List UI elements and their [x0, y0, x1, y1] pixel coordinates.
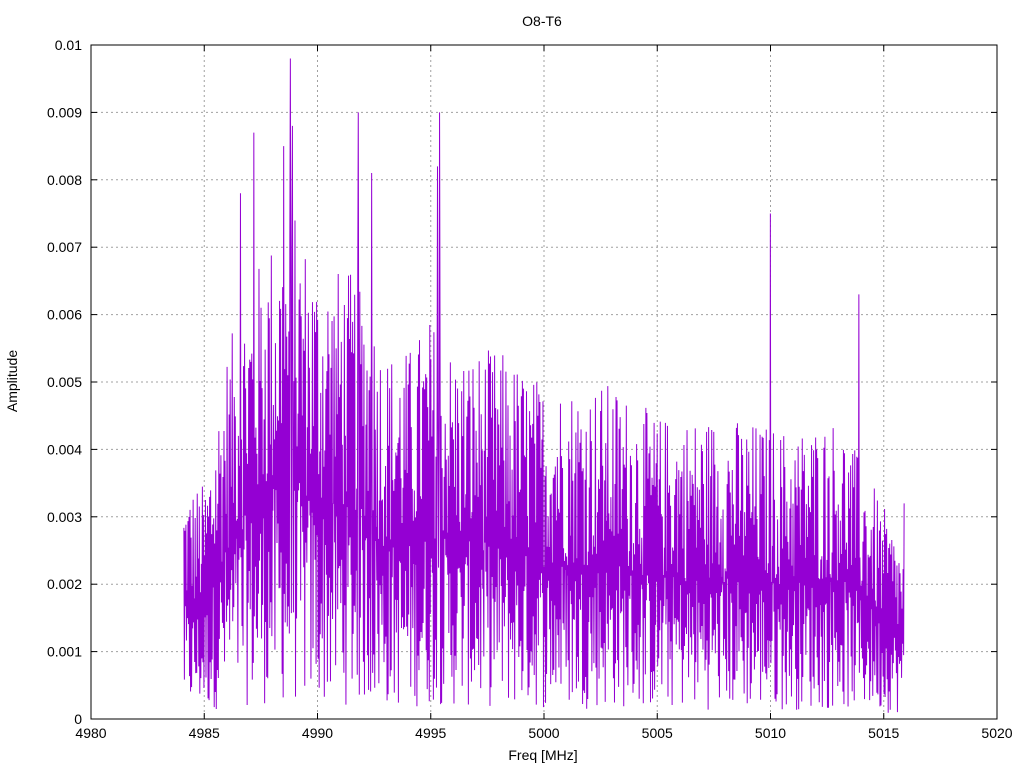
y-tick-label: 0.008 [47, 172, 82, 188]
y-tick-label: 0.005 [47, 374, 82, 390]
x-tick-label: 5010 [755, 725, 786, 741]
x-tick-label: 4995 [415, 725, 446, 741]
x-tick-label: 5020 [981, 725, 1012, 741]
x-axis-label: Freq [MHz] [508, 747, 577, 763]
x-tick-label: 5005 [642, 725, 673, 741]
x-tick-label: 5015 [868, 725, 899, 741]
y-tick-label: 0 [74, 711, 82, 727]
tick-labels: 4980 4985 4990 4995 5000 5005 5010 5015 5020 0 0.0… [47, 37, 1013, 741]
x-tick-label: 4990 [302, 725, 333, 741]
chart-title: O8-T6 [522, 13, 562, 29]
y-tick-label: 0.004 [47, 441, 82, 457]
x-tick-label: 5000 [528, 725, 559, 741]
y-tick-label: 0.003 [47, 509, 82, 525]
y-tick-label: 0.001 [47, 644, 82, 660]
y-tick-label: 0.007 [47, 239, 82, 255]
series-group [183, 58, 905, 713]
amplitude-series-line [183, 58, 905, 713]
y-tick-label: 0.006 [47, 307, 82, 323]
y-tick-label: 0.002 [47, 576, 82, 592]
x-tick-label: 4980 [75, 725, 106, 741]
y-tick-label: 0.009 [47, 104, 82, 120]
y-axis-label: Amplitude [4, 350, 20, 412]
x-tick-label: 4985 [189, 725, 220, 741]
axis-ticks [90, 44, 998, 720]
y-tick-label: 0.01 [55, 37, 82, 53]
